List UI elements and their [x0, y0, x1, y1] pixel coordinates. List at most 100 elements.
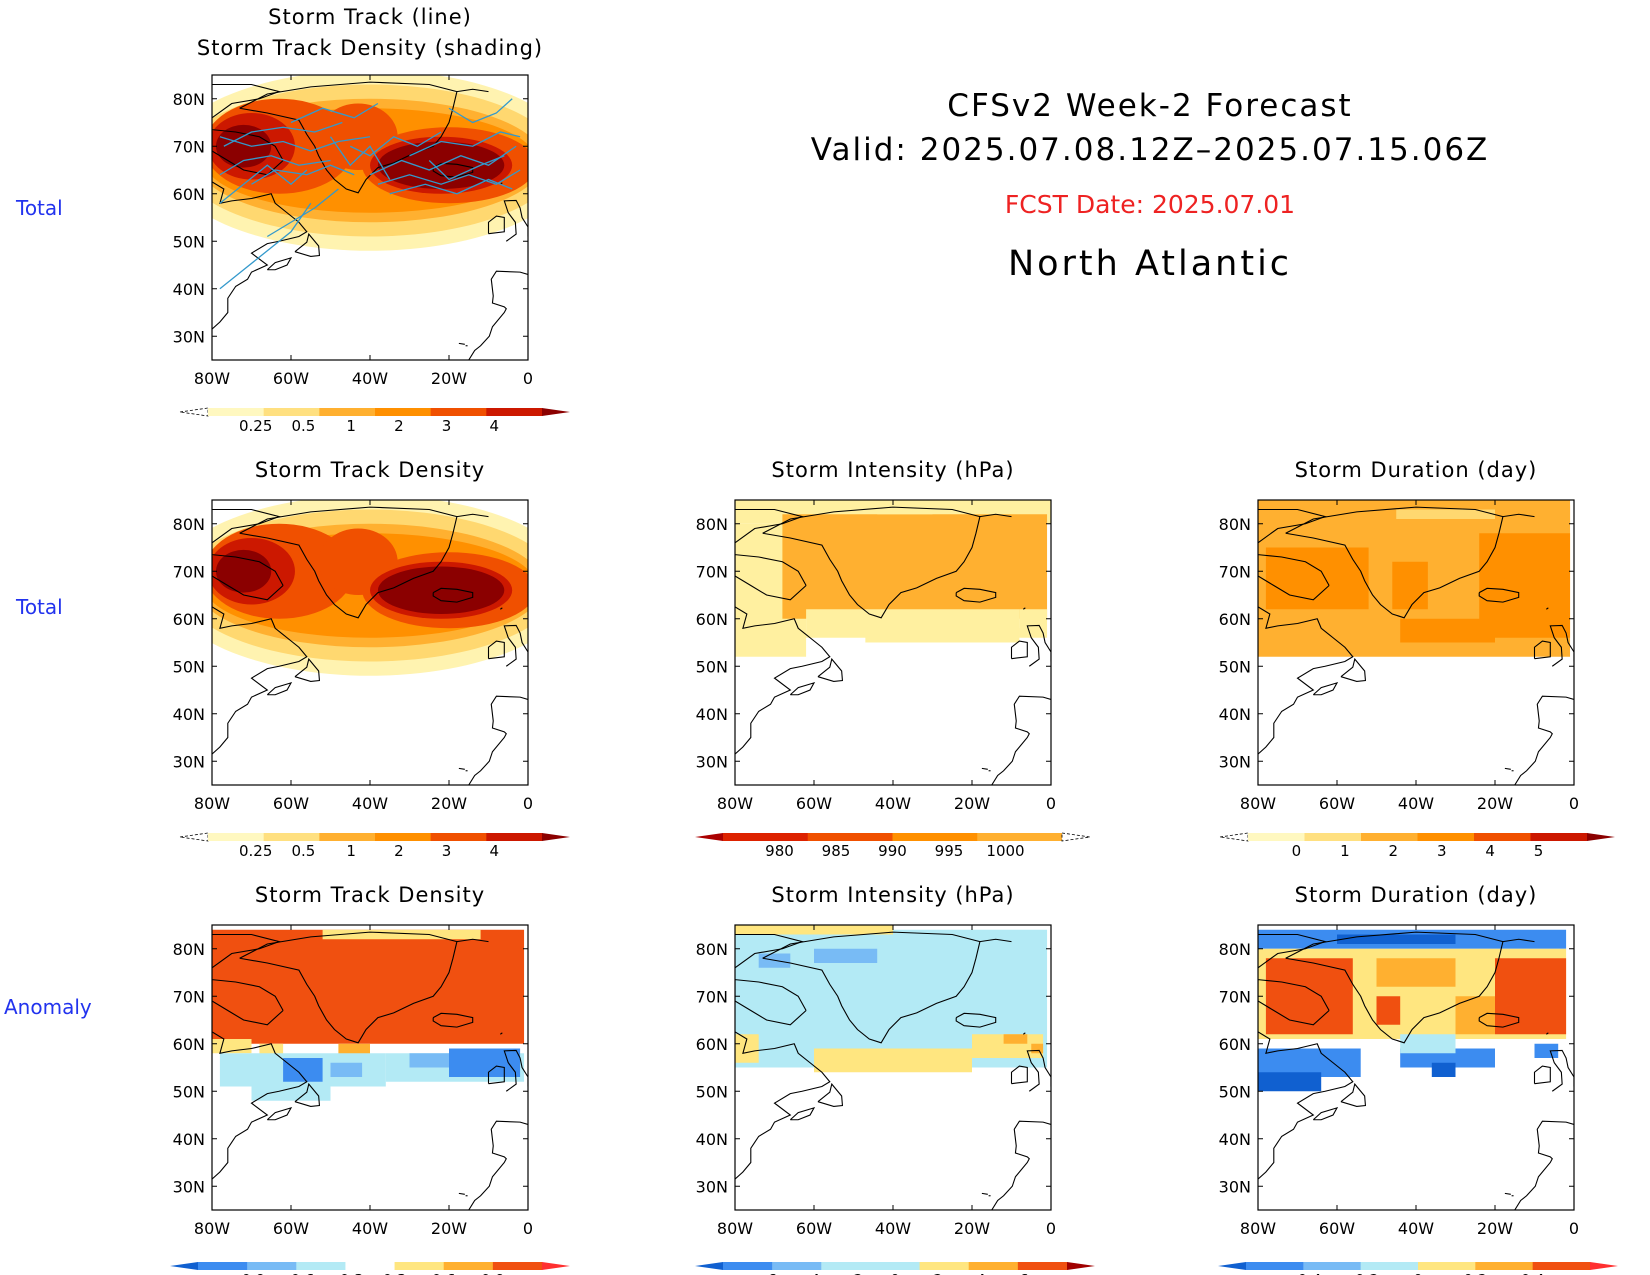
colorbar-segment — [1532, 1262, 1591, 1270]
shading-cell — [1431, 1062, 1456, 1077]
lat-label: 70N — [696, 562, 728, 581]
colorbar-segment — [1304, 833, 1362, 841]
lat-label: 50N — [173, 657, 205, 676]
colorbar-label: 2 — [394, 842, 404, 860]
coastline — [1258, 554, 1330, 601]
colorbar-segment — [443, 1262, 494, 1270]
coastline — [1312, 681, 1339, 696]
map-area — [212, 925, 528, 1210]
coastline — [1340, 657, 1367, 683]
shading-cell — [735, 1034, 759, 1063]
lon-label: 20W — [954, 1219, 990, 1238]
lat-label: 60N — [173, 1035, 205, 1054]
colorbar-segment — [1360, 1262, 1419, 1270]
coastline — [487, 640, 505, 660]
lat-label: 80N — [173, 515, 205, 534]
coastline — [503, 624, 528, 667]
colorbar-segment — [772, 1262, 822, 1270]
lon-label: 80W — [1240, 794, 1276, 813]
colorbar-label: 0.25 — [239, 842, 272, 860]
colorbar-segment — [977, 833, 1063, 841]
colorbar-label: −0.9 — [229, 1271, 265, 1275]
shading-cell — [1258, 1072, 1322, 1092]
map-area — [735, 925, 1051, 1210]
lon-label: 0 — [1046, 1219, 1056, 1238]
row-label-total-2: Total — [16, 595, 63, 619]
coastline — [1258, 1031, 1354, 1180]
coastline — [1285, 506, 1504, 619]
coastline — [212, 508, 282, 544]
colorbar-label: 985 — [822, 842, 851, 860]
colorbar-label: 2 — [1389, 842, 1399, 860]
coastline — [1258, 979, 1330, 1026]
colorbar-label: 4 — [490, 417, 500, 435]
colorbar-label: 0 — [1413, 1271, 1423, 1275]
panel-title: Storm Track (line) — [268, 5, 472, 29]
colorbar-segment — [1248, 833, 1305, 841]
coastline — [981, 767, 988, 770]
lat-label: 50N — [173, 232, 205, 251]
storm-track-line — [290, 102, 379, 124]
coastline — [1478, 1012, 1520, 1028]
coastline — [979, 513, 1012, 518]
lon-label: 0 — [523, 794, 533, 813]
lat-label: 80N — [1219, 940, 1251, 959]
region-name: North Atlantic — [1007, 244, 1293, 284]
lon-label: 60W — [273, 369, 309, 388]
colorbar-right-arrow — [542, 408, 570, 416]
lat-label: 30N — [1219, 752, 1251, 771]
colorbar-segment — [247, 1262, 297, 1270]
coastline — [1010, 640, 1028, 660]
coastline — [456, 513, 489, 518]
lon-label: 40W — [875, 794, 911, 813]
shading-cell — [1376, 958, 1456, 987]
colorbar-segment — [375, 833, 432, 841]
coastline — [991, 695, 1051, 785]
colorbar-segment — [1303, 1262, 1362, 1270]
lat-label: 50N — [1219, 657, 1251, 676]
row-label-total-1: Total — [16, 196, 63, 220]
coastline — [1285, 931, 1504, 1044]
colorbar-segment — [892, 833, 978, 841]
coastline — [1258, 508, 1328, 544]
colorbar-label: −0.6 — [278, 1271, 314, 1275]
coastline — [1504, 1192, 1511, 1195]
storm-track-line — [219, 164, 308, 204]
shading-cell — [1265, 958, 1353, 1035]
lat-label: 60N — [1219, 1035, 1251, 1054]
colorbar-right-arrow — [1587, 833, 1615, 841]
coastline — [1504, 767, 1511, 770]
coastline — [266, 681, 293, 696]
colorbar-label: 0.5 — [291, 417, 315, 435]
coastline — [487, 215, 505, 235]
coastline — [212, 979, 284, 1026]
shading-cell — [1003, 1034, 1028, 1044]
colorbar-segment — [319, 833, 376, 841]
shading-cell — [1534, 1043, 1559, 1058]
forecast-date: FCST Date: 2025.07.01 — [1004, 190, 1296, 219]
coastline — [294, 1082, 321, 1108]
colorbar-label: 2 — [394, 417, 404, 435]
storm-track-line — [389, 178, 513, 195]
shading-cell — [782, 514, 1048, 619]
lat-label: 40N — [173, 705, 205, 724]
coastline — [1258, 933, 1328, 969]
coastline — [817, 1082, 844, 1108]
lon-label: 40W — [875, 1219, 911, 1238]
colorbar-segment — [1017, 1262, 1068, 1270]
lat-label: 40N — [696, 705, 728, 724]
coastline — [955, 1012, 997, 1028]
colorbar-segment — [375, 408, 432, 416]
lon-label: 0 — [1569, 794, 1579, 813]
coastline — [468, 695, 528, 785]
shading-cell — [330, 1062, 363, 1077]
colorbar-segment — [394, 1262, 445, 1270]
colorbar-segment — [968, 1262, 1019, 1270]
panel-intensity-anom: Storm Intensity (hPa) 80N 70N 60N 50N 40N 30N 8… — [695, 883, 1095, 1275]
coastline — [212, 606, 308, 755]
shading-cell — [865, 628, 1020, 643]
colorbar-segment — [870, 1262, 921, 1270]
colorbar-left-arrow — [170, 1262, 198, 1270]
storm-track-line — [219, 136, 371, 152]
